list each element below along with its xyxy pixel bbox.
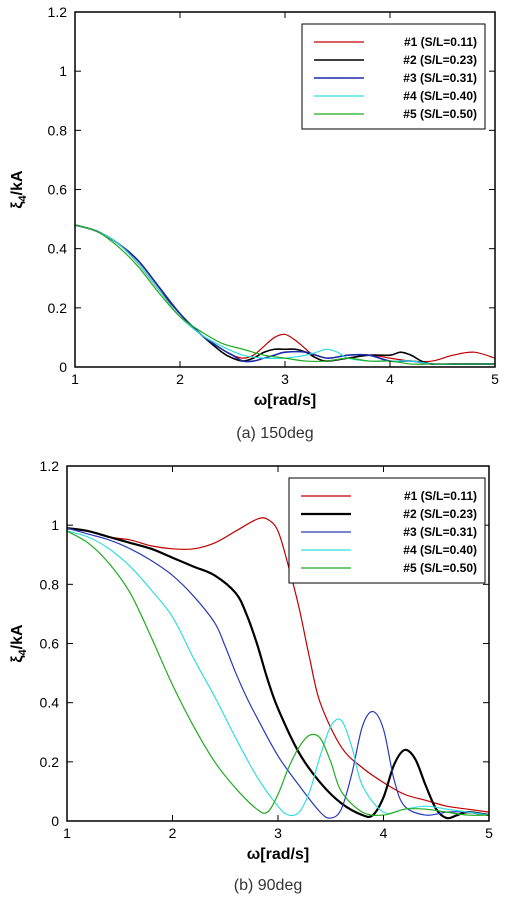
series-group — [67, 517, 489, 820]
y-tick-label: 1.2 — [40, 458, 60, 474]
x-axis-title: ω[rad/s] — [254, 392, 316, 409]
series-line-4 — [75, 224, 495, 365]
legend-label-3: #3 (S/L=0.31) — [403, 71, 477, 85]
series-line-3 — [75, 224, 495, 366]
series-group — [75, 224, 495, 366]
legend-label-1: #1 (S/L=0.11) — [404, 489, 477, 503]
y-tick-label: 0.4 — [40, 695, 60, 711]
x-tick-label: 2 — [176, 371, 184, 387]
legend-label-2: #2 (S/L=0.23) — [403, 507, 477, 521]
x-tick-label: 4 — [380, 825, 388, 841]
x-tick-label: 1 — [63, 825, 71, 841]
series-line-1 — [67, 517, 489, 813]
chart-150deg: 1 2 3 4 5 0 0.2 0.4 0.6 0.8 1 1.2 ω[rad/s] ξ4/kA #1 (S… — [9, 4, 499, 442]
x-tick-label: 5 — [491, 371, 499, 387]
x-tick-label: 4 — [386, 371, 394, 387]
legend-label-1: #1 (S/L=0.11) — [404, 35, 477, 49]
legend-label-5: #5 (S/L=0.50) — [403, 561, 477, 575]
series-line-3 — [67, 527, 489, 819]
legend-label-3: #3 (S/L=0.31) — [403, 525, 477, 539]
y-tick-label: 1.2 — [48, 4, 68, 20]
y-tick-label: 0.8 — [40, 576, 60, 592]
y-tick-label: 1 — [59, 63, 67, 79]
y-axis-title: ξ4/kA — [9, 624, 29, 663]
series-line-2 — [67, 527, 489, 820]
x-axis-title: ω[rad/s] — [247, 846, 309, 863]
x-tick-label: 3 — [281, 371, 289, 387]
legend-label-5: #5 (S/L=0.50) — [403, 107, 477, 121]
figure-caption: (b) 90deg — [234, 877, 303, 894]
x-tick-label: 5 — [485, 825, 493, 841]
series-line-5 — [67, 530, 489, 817]
legend-label-4: #4 (S/L=0.40) — [403, 543, 477, 557]
legend-label-4: #4 (S/L=0.40) — [403, 89, 477, 103]
y-tick-label: 0.4 — [48, 241, 68, 257]
y-tick-label: 0.2 — [40, 754, 60, 770]
y-tick-label: 0 — [51, 813, 59, 829]
figure-caption: (a) 150deg — [236, 425, 313, 442]
legend-label-2: #2 (S/L=0.23) — [403, 53, 477, 67]
y-tick-label: 0 — [59, 359, 67, 375]
legend: #1 (S/L=0.11) #2 (S/L=0.23) #3 (S/L=0.31) #… — [301, 23, 486, 130]
chart-90deg: 1 2 3 4 5 0 0.2 0.4 0.6 0.8 1 1.2 ω[rad/s] ξ4/kA #1 (S… — [9, 458, 493, 894]
y-axis-title: ξ4/kA — [9, 170, 29, 209]
y-tick-label: 0.6 — [40, 636, 60, 652]
x-tick-label: 1 — [71, 371, 79, 387]
series-line-5 — [75, 224, 495, 365]
y-tick-label: 0.2 — [48, 300, 68, 316]
y-tick-label: 0.6 — [48, 182, 68, 198]
x-tick-label: 2 — [169, 825, 177, 841]
legend: #1 (S/L=0.11) #2 (S/L=0.23) #3 (S/L=0.31) #… — [288, 477, 486, 584]
y-tick-label: 1 — [51, 517, 59, 533]
x-tick-label: 3 — [274, 825, 282, 841]
y-tick-label: 0.8 — [48, 122, 68, 138]
series-line-1 — [75, 224, 495, 363]
series-line-2 — [75, 224, 495, 366]
